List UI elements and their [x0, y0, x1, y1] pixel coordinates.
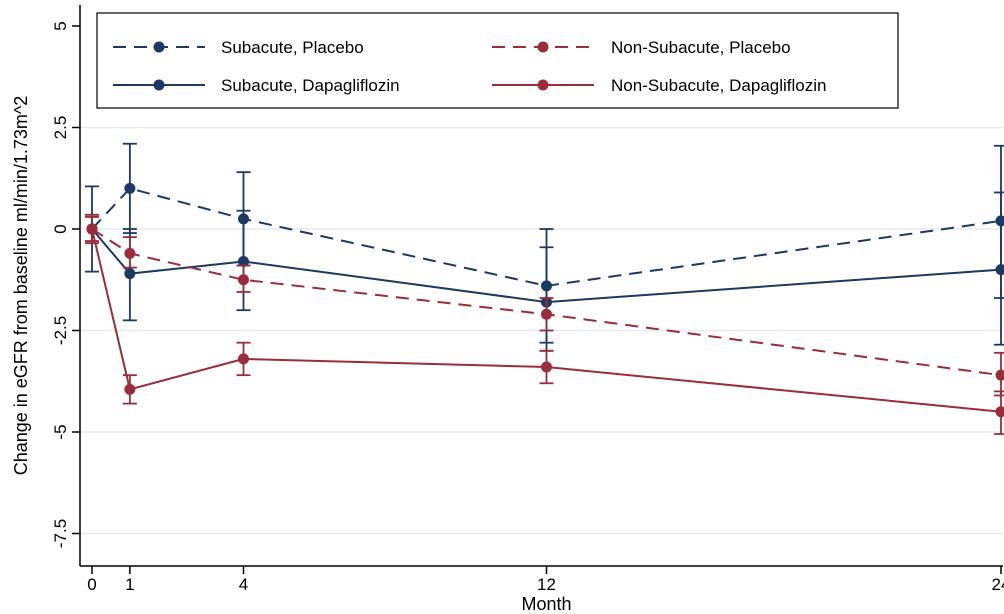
y-tick-label: -7.5: [51, 519, 70, 548]
legend-swatch-marker: [153, 79, 165, 91]
series-3: [85, 213, 1004, 435]
data-point: [995, 406, 1004, 418]
legend-label: Non-Subacute, Dapagliflozin: [611, 76, 826, 95]
legend-item: Non-Subacute, Dapagliflozin: [492, 76, 826, 95]
y-tick-label: 2.5: [51, 116, 70, 140]
data-point: [238, 255, 249, 267]
series-1: [85, 191, 1004, 352]
axes: 5 2.5 0 -2.5 -5 -7.5 0 1 4 12 24: [51, 5, 1004, 594]
data-point: [541, 308, 552, 320]
legend-swatch-marker: [153, 41, 165, 53]
x-tick-label: 24: [992, 575, 1004, 594]
legend-label: Non-Subacute, Placebo: [611, 38, 791, 57]
y-tick-label: -2.5: [51, 316, 70, 345]
series-2: [85, 215, 1004, 397]
x-axis-title: Month: [521, 594, 571, 614]
legend-item: Subacute, Dapagliflozin: [113, 76, 400, 95]
series-line: [91, 228, 1002, 377]
data-point: [995, 369, 1004, 381]
legend: Subacute, Placebo Non-Subacute, Placebo Su…: [96, 12, 899, 109]
data-point: [124, 247, 136, 259]
x-tick-label: 0: [87, 575, 96, 594]
y-tick-label: 0: [51, 224, 70, 233]
legend-box: [96, 12, 899, 109]
data-point: [86, 223, 98, 235]
legend-swatch-marker: [537, 79, 549, 91]
x-tick-label: 1: [125, 575, 134, 594]
legend-item: Subacute, Placebo: [113, 38, 364, 57]
legend-label: Subacute, Placebo: [221, 38, 364, 57]
data-point: [541, 361, 552, 373]
y-axis-title: Change in eGFR from baseline ml/min/1.73…: [11, 96, 31, 476]
data-point: [124, 182, 136, 194]
y-tick-label: -5: [51, 424, 70, 439]
data-point: [995, 264, 1004, 276]
data-point: [238, 274, 249, 286]
legend-label: Subacute, Dapagliflozin: [221, 76, 400, 95]
legend-swatch-marker: [537, 41, 549, 53]
data-point: [124, 268, 136, 280]
data-point: [124, 383, 136, 395]
legend-item: Non-Subacute, Placebo: [492, 38, 791, 57]
x-tick-label: 4: [239, 575, 248, 594]
y-tick-label: 5: [51, 21, 70, 30]
x-tick-label: 12: [537, 575, 556, 594]
series-layer: [85, 142, 1004, 435]
data-point: [995, 215, 1004, 227]
data-point: [238, 353, 249, 365]
